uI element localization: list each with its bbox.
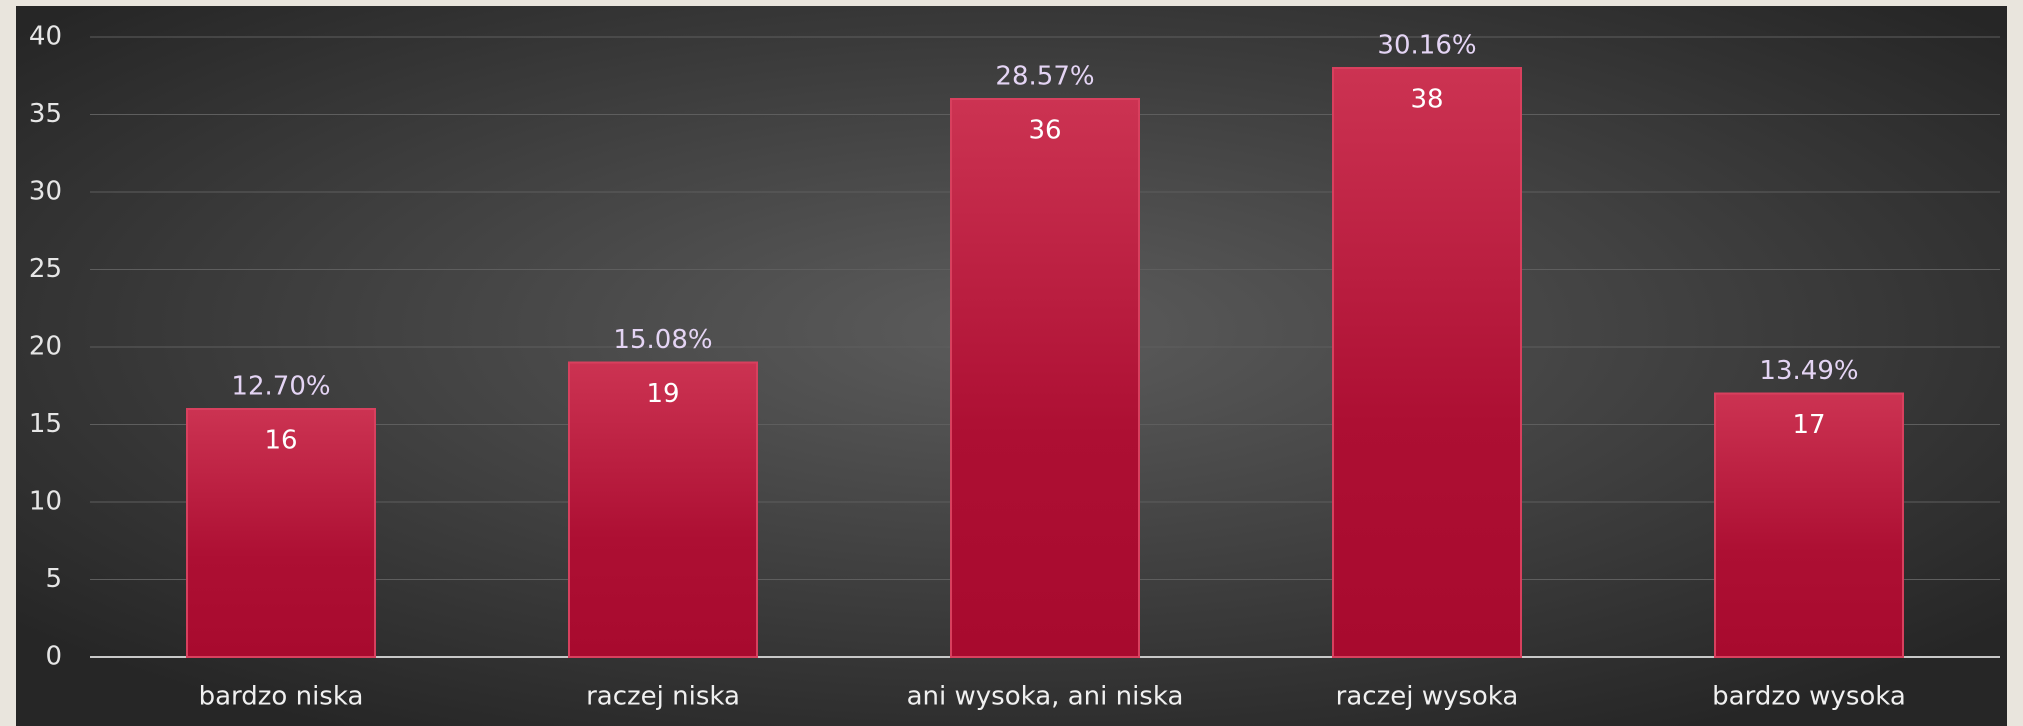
y-tick-label: 15 <box>29 409 62 439</box>
x-tick-label: raczej niska <box>586 682 740 712</box>
value-label: 36 <box>1028 116 1061 146</box>
value-label: 38 <box>1410 85 1443 115</box>
y-tick-label: 35 <box>29 99 62 129</box>
bar <box>1714 392 1904 658</box>
percent-label: 12.70% <box>231 372 330 402</box>
y-tick-label: 25 <box>29 254 62 284</box>
x-tick-label: bardzo niska <box>199 682 364 712</box>
y-tick-label: 0 <box>45 642 62 672</box>
x-tick-label: raczej wysoka <box>1336 682 1519 712</box>
bar <box>1332 67 1522 658</box>
bar <box>950 98 1140 658</box>
y-tick-label: 5 <box>45 564 62 594</box>
value-label: 17 <box>1792 410 1825 440</box>
x-tick-label: ani wysoka, ani niska <box>907 682 1184 712</box>
y-tick-label: 30 <box>29 177 62 207</box>
y-tick-label: 20 <box>29 332 62 362</box>
bar <box>186 408 376 658</box>
percent-label: 30.16% <box>1377 31 1476 61</box>
percent-label: 13.49% <box>1759 356 1858 386</box>
x-tick-label: bardzo wysoka <box>1712 682 1906 712</box>
y-tick-label: 40 <box>29 22 62 52</box>
value-label: 16 <box>264 426 297 456</box>
value-label: 19 <box>646 379 679 409</box>
y-tick-label: 10 <box>29 487 62 517</box>
bar <box>568 361 758 658</box>
percent-label: 15.08% <box>613 325 712 355</box>
percent-label: 28.57% <box>995 62 1094 92</box>
